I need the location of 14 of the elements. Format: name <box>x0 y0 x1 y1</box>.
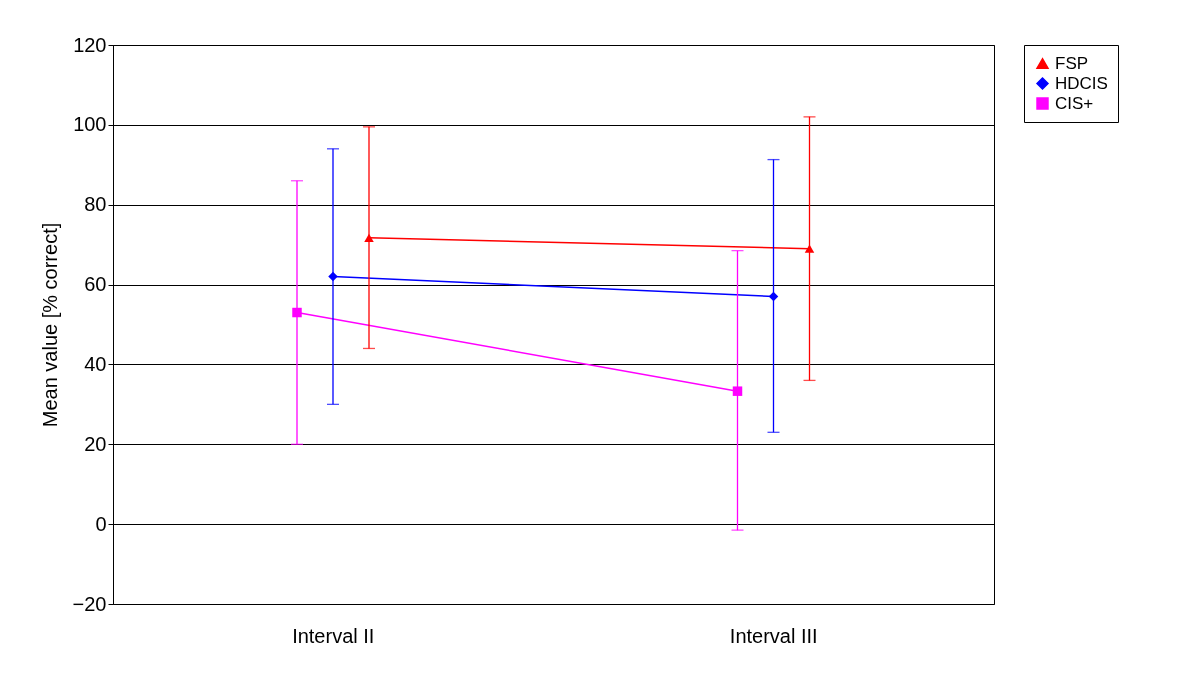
y-tick-label: 60 <box>84 273 107 296</box>
x-tick-label: Interval II <box>292 624 375 647</box>
y-tick-label: 120 <box>73 33 107 56</box>
y-tick-label: 20 <box>84 432 107 455</box>
legend-label: CIS+ <box>1055 93 1094 113</box>
y-tick-label: 100 <box>73 113 107 136</box>
y-tick-label: −20 <box>72 592 107 615</box>
y-tick-label: 40 <box>84 352 107 375</box>
y-axis-title: Mean value [% correct] <box>38 222 61 428</box>
y-tick-label: 0 <box>95 512 107 535</box>
legend-label: HDCIS <box>1055 73 1108 93</box>
x-tick-label: Interval III <box>729 624 818 647</box>
y-tick-label: 80 <box>84 193 107 216</box>
legend-label: FSP <box>1055 53 1089 73</box>
